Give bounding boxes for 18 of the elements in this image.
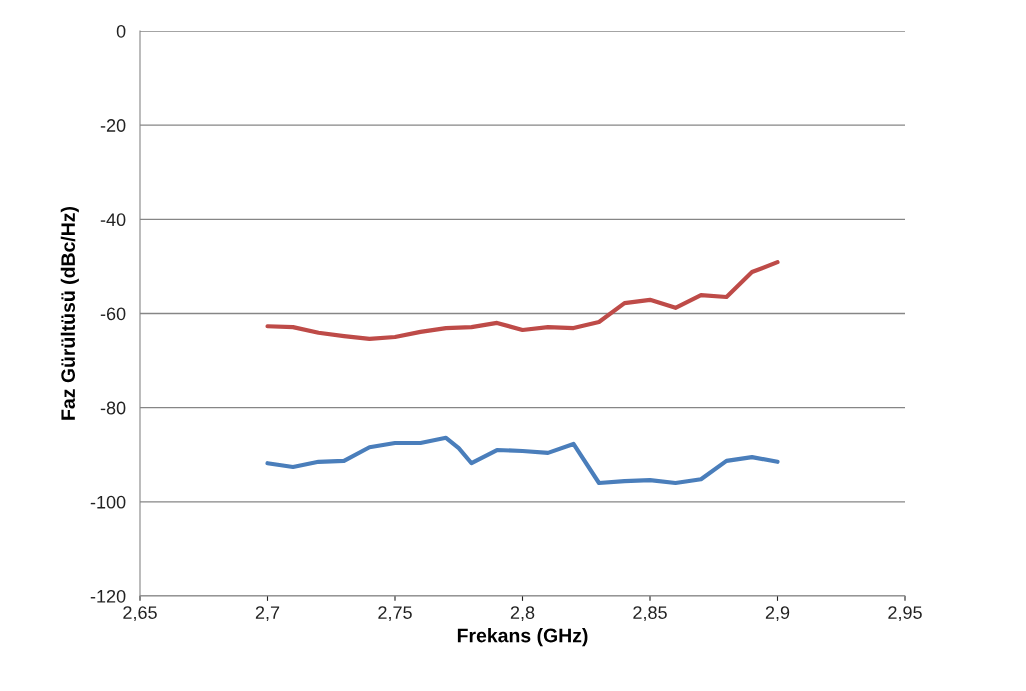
y-tick-label: -40 (100, 213, 126, 227)
y-tick-label: -120 (90, 589, 126, 603)
x-tick-label: 2,8 (510, 606, 535, 622)
line-series (265, 435, 780, 486)
x-tick-label: 2,95 (888, 606, 922, 622)
x-tick-label: 2,75 (378, 606, 412, 622)
y-tick-label: 0 (116, 24, 126, 38)
line-series (265, 260, 780, 342)
y-tick-label: -100 (90, 495, 126, 509)
x-tick-label: 2,9 (765, 606, 790, 622)
x-tick-label: 2,65 (123, 606, 157, 622)
x-tick-label: 2,85 (633, 606, 667, 622)
y-tick-label: -60 (100, 307, 126, 321)
x-tick-label: 2,7 (255, 606, 280, 622)
y-tick-label: -80 (100, 401, 126, 415)
y-tick-label: -20 (100, 119, 126, 132)
y-axis-title: Faz Gürültüsü (dBc/Hz) (60, 206, 79, 420)
x-axis-title: Frekans (GHz) (457, 628, 588, 647)
